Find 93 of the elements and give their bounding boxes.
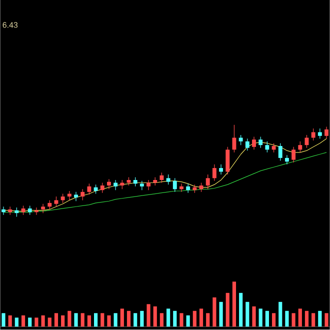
candlestick [114, 180, 118, 191]
bar [120, 308, 124, 327]
candlestick [172, 178, 177, 192]
candlestick [272, 143, 276, 153]
bar [28, 318, 32, 327]
candlestick [304, 134, 309, 148]
candlestick [100, 182, 104, 194]
candlestick [298, 141, 302, 153]
bar [48, 318, 52, 327]
bar [312, 313, 316, 327]
bar [173, 311, 177, 327]
bar [87, 316, 91, 327]
candlestick [311, 128, 316, 141]
bar [199, 308, 204, 327]
candlestick [14, 207, 19, 218]
candlestick [278, 143, 282, 162]
candlestick [318, 128, 322, 140]
bar [34, 318, 38, 327]
candlestick [265, 141, 270, 153]
bar [232, 282, 236, 327]
candlestick [120, 180, 124, 190]
bar [304, 311, 309, 327]
bar [100, 313, 104, 327]
bar [41, 316, 45, 327]
candlestick [87, 184, 92, 196]
bar [324, 313, 328, 327]
candlestick [180, 184, 184, 192]
bar [54, 313, 58, 327]
bar [114, 313, 118, 327]
candlestick [258, 136, 263, 148]
bar [166, 308, 170, 327]
candlestick [106, 178, 111, 190]
bar [226, 293, 230, 327]
bar [292, 313, 296, 327]
bar [68, 311, 72, 327]
candlestick [238, 134, 243, 146]
bar [252, 306, 256, 327]
bar [21, 316, 26, 327]
bar [94, 313, 98, 327]
candlestick [284, 155, 289, 165]
bar [80, 313, 84, 327]
candlestick [48, 200, 52, 210]
candlestick [54, 196, 58, 208]
candlestick [140, 180, 144, 191]
bar [74, 313, 78, 327]
candlestick [206, 174, 210, 190]
bar [186, 316, 190, 327]
bar [107, 316, 111, 327]
candlestick [252, 136, 256, 150]
bar [14, 318, 18, 327]
candlestick [160, 172, 164, 184]
candlestick [245, 138, 250, 152]
bar [285, 311, 289, 327]
bar [219, 302, 223, 327]
candlestick [219, 164, 224, 175]
candlestick [133, 177, 138, 187]
bar [265, 311, 269, 327]
candlestick [212, 164, 216, 182]
candlestick [28, 206, 32, 216]
bar [126, 311, 131, 327]
bar [160, 313, 164, 327]
candlestick [292, 146, 296, 164]
candlestick [226, 146, 230, 175]
bar [258, 308, 262, 327]
bar [192, 311, 196, 327]
candlestick [74, 192, 78, 202]
bar [318, 311, 322, 327]
bar [2, 313, 6, 327]
bar [278, 302, 282, 327]
bar [206, 313, 210, 327]
bar [61, 316, 65, 327]
candlestick [2, 206, 6, 216]
bar [272, 313, 276, 327]
bar [239, 293, 243, 327]
bar [134, 313, 138, 327]
candlestick [80, 189, 85, 201]
bar [8, 316, 12, 327]
bar [298, 308, 302, 327]
candlestick [324, 126, 328, 140]
bar [153, 306, 157, 327]
candlestick [60, 194, 65, 204]
bar [146, 304, 150, 327]
candlestick [146, 180, 150, 191]
candlestick [67, 190, 72, 201]
bar [246, 302, 250, 327]
candlestick [41, 204, 46, 214]
candlestick [186, 184, 190, 194]
candlestick [94, 184, 98, 194]
candlestick [166, 174, 170, 186]
candlestick [232, 124, 236, 153]
bar [212, 298, 216, 327]
bar [140, 311, 144, 327]
bar [180, 313, 184, 327]
